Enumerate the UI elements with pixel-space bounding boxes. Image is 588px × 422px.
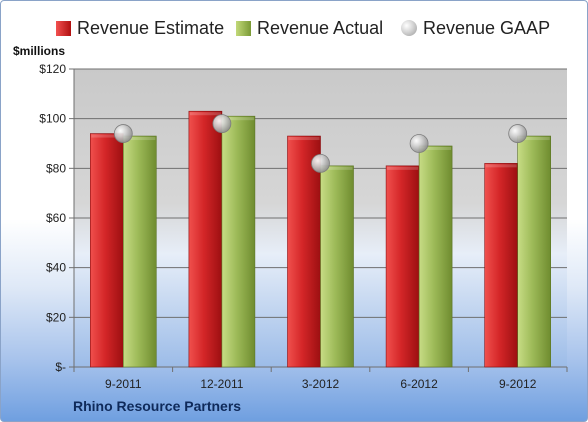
estimate-bar-highlight <box>387 166 419 170</box>
actual-bar <box>517 135 552 368</box>
gaap-marker <box>508 124 528 143</box>
estimate-bar <box>188 110 223 368</box>
actual-bar-highlight <box>222 117 254 121</box>
legend-item-gaap: Revenue GAAP <box>401 13 550 43</box>
actual-bar <box>221 115 256 368</box>
gaap-marker <box>212 114 232 134</box>
y-tick-label: $40 <box>46 261 66 275</box>
legend-label-gaap: Revenue GAAP <box>423 17 551 38</box>
estimate-bar <box>385 165 420 368</box>
legend-swatch-est <box>56 20 71 36</box>
actual-bar-highlight <box>518 137 550 141</box>
x-tick-label: 9-2012 <box>499 377 537 391</box>
actual-bar-highlight <box>321 166 353 170</box>
units-label: $millions <box>13 44 66 58</box>
actual-bar-highlight <box>420 146 452 150</box>
estimate-bar <box>484 163 519 368</box>
y-tick-label: $100 <box>39 112 66 126</box>
company-name: Rhino Resource Partners <box>73 398 242 414</box>
estimate-bar <box>90 133 124 368</box>
legend-item-act: Revenue Actual <box>236 13 383 43</box>
y-tick-label: $20 <box>46 310 66 324</box>
actual-bar-highlight <box>124 137 156 141</box>
legend-swatch-act <box>236 20 251 36</box>
y-tick-label: $120 <box>39 62 66 76</box>
y-tick-label: $60 <box>46 211 66 225</box>
x-tick-label: 9-2011 <box>105 377 142 391</box>
estimate-bar-highlight <box>189 112 221 116</box>
actual-bar <box>123 135 157 368</box>
gaap-marker <box>113 124 133 143</box>
legend-label-est: Revenue Estimate <box>77 17 225 38</box>
x-tick-label: 6-2012 <box>400 377 438 391</box>
legend-label-act: Revenue Actual <box>257 17 384 38</box>
legend: Revenue Estimate Revenue Actual Revenue GA… <box>1 13 587 43</box>
actual-bar <box>418 145 453 368</box>
legend-item-est: Revenue Estimate <box>56 13 224 43</box>
x-tick-label: 3-2012 <box>302 377 340 391</box>
estimate-bar-highlight <box>91 134 123 138</box>
x-tick-label: 12-2011 <box>200 377 243 391</box>
actual-bar <box>320 165 354 368</box>
estimate-bar-highlight <box>485 164 517 168</box>
y-tick-label: $- <box>55 360 66 374</box>
gaap-marker <box>409 134 429 153</box>
estimate-bar-highlight <box>288 137 320 141</box>
legend-swatch-gaap <box>401 20 417 36</box>
gaap-marker <box>311 153 330 173</box>
y-tick-label: $80 <box>46 161 66 175</box>
estimate-bar <box>287 135 321 368</box>
